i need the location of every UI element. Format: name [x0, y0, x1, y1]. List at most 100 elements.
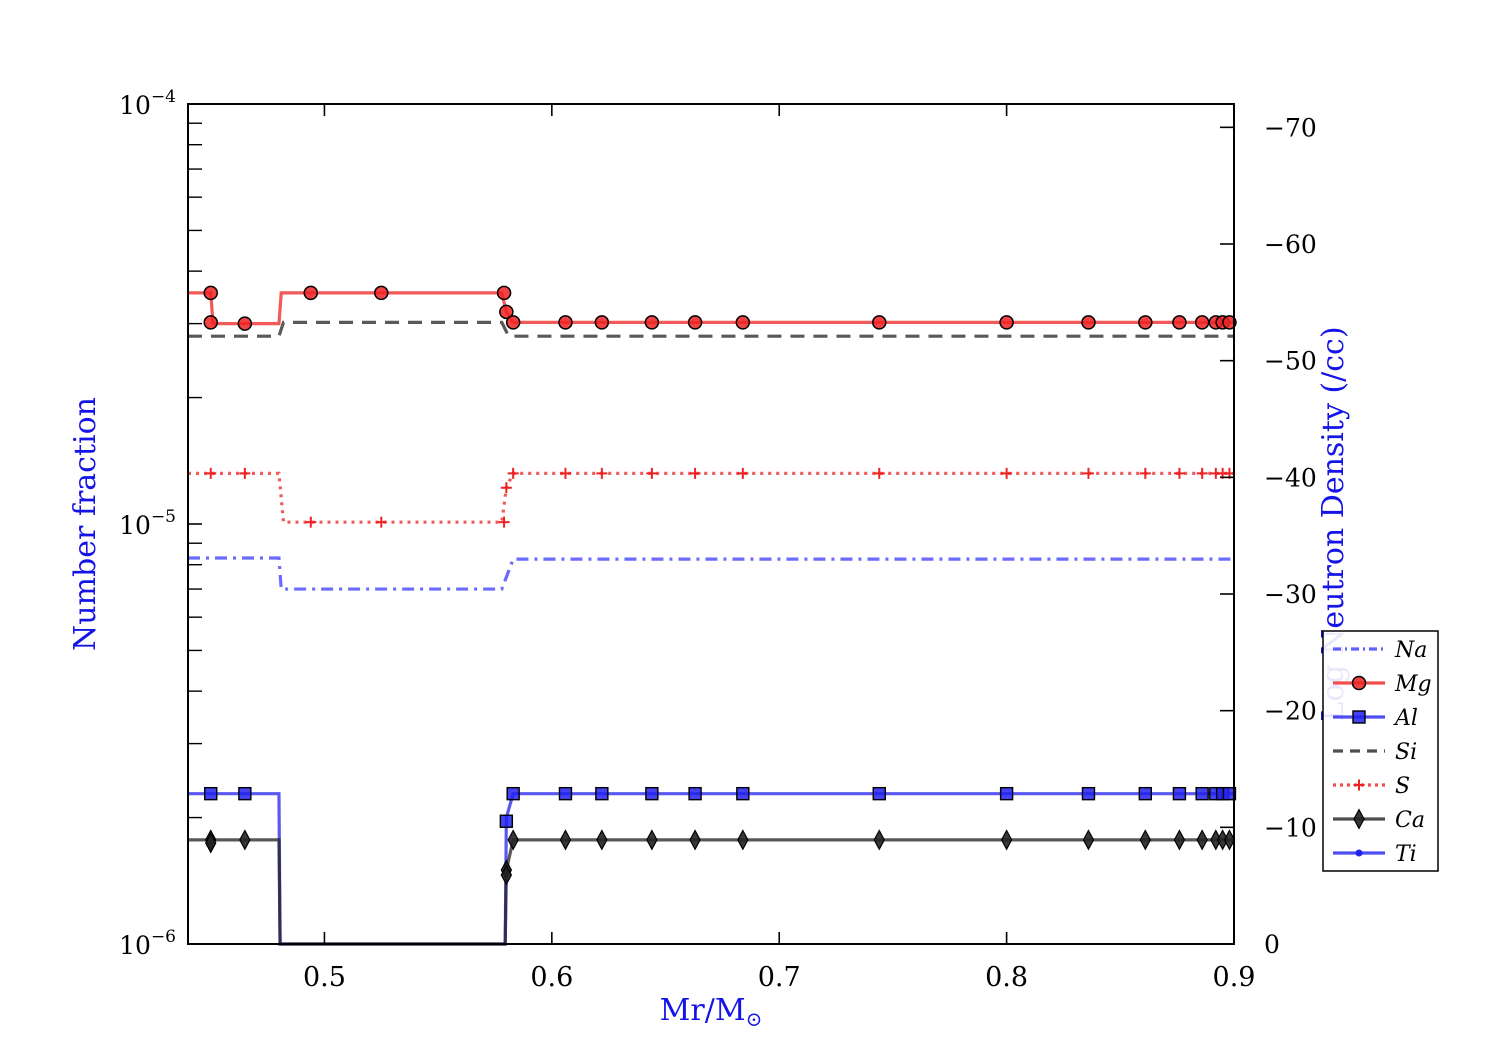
marker-plus	[305, 516, 317, 528]
marker-diamond	[596, 829, 608, 851]
y-tick-exponent: −4	[151, 87, 176, 107]
y2-tick-label: −60	[1264, 230, 1317, 259]
y-tick-label: 10−4	[119, 87, 176, 120]
marker-square	[499, 814, 514, 828]
marker-square	[1138, 786, 1153, 801]
legend-label: Ti	[1395, 842, 1417, 867]
marker-circle	[237, 316, 253, 331]
x-tick-label: 0.7	[758, 962, 801, 993]
marker-plus	[1001, 467, 1013, 479]
marker-diamond	[873, 829, 885, 851]
y-tick-label: 10−6	[119, 927, 176, 960]
y-tick-base: 10	[119, 511, 151, 540]
marker-square	[1195, 786, 1209, 801]
marker-plus	[500, 482, 512, 494]
marker-plus	[1139, 467, 1151, 479]
marker-plus	[205, 467, 217, 479]
marker-circle	[1194, 315, 1210, 330]
marker-circle	[505, 315, 521, 330]
marker-diamond	[1196, 829, 1208, 851]
marker-diamond	[1353, 808, 1365, 830]
marker-plus	[498, 516, 510, 528]
y2-tick-label: −10	[1264, 813, 1317, 842]
marker-square	[1172, 786, 1187, 801]
marker-circle	[203, 285, 218, 301]
marker-square	[1222, 786, 1237, 801]
legend-label: S	[1395, 774, 1410, 799]
legend-label: Al	[1393, 706, 1418, 731]
marker-diamond	[205, 832, 217, 854]
marker-circle	[499, 304, 514, 320]
series-line-al	[188, 792, 1234, 946]
series-line-na	[188, 556, 1234, 591]
legend-label: Si	[1395, 740, 1417, 765]
y2-tick-label: −30	[1264, 580, 1317, 609]
series-line-si	[188, 320, 1234, 338]
marker-square	[1352, 710, 1366, 724]
marker-circle	[203, 315, 218, 330]
marker-plus	[239, 467, 251, 479]
x-axis-label: Mr/M⊙	[660, 993, 763, 1031]
marker-circle	[999, 315, 1014, 330]
marker-circle	[496, 285, 512, 301]
marker-square	[558, 786, 573, 801]
marker-plus	[1173, 467, 1185, 479]
y-tick-exponent: −6	[151, 927, 176, 947]
marker-diamond	[689, 829, 701, 851]
marker-circle	[1081, 315, 1096, 330]
y-axis-label: Number fraction	[68, 397, 103, 651]
marker-diamond	[737, 829, 749, 851]
legend-label: Mg	[1394, 672, 1432, 697]
marker-circle	[1138, 315, 1153, 330]
y2-tick-label: −50	[1264, 347, 1317, 376]
marker-square	[204, 786, 218, 801]
y2-tick-label: 0	[1264, 930, 1280, 959]
y-tick-base: 10	[119, 931, 151, 960]
marker-plus	[1082, 467, 1094, 479]
y2-tick-label: −20	[1264, 697, 1317, 726]
marker-diamond	[1223, 829, 1236, 851]
y2-tick-label: −70	[1264, 113, 1317, 142]
y-tick-label: 10−5	[119, 507, 176, 540]
x-tick-label: 0.8	[985, 962, 1028, 993]
marker-square	[238, 786, 252, 801]
marker-circle	[1172, 315, 1187, 330]
series-layer	[188, 291, 1234, 946]
marker-diamond	[559, 829, 572, 851]
marker-square	[688, 786, 702, 801]
markers-layer	[203, 285, 1237, 886]
series-line-mg	[188, 291, 1234, 326]
marker-diamond	[646, 829, 658, 851]
marker-circle	[374, 285, 389, 301]
series-line-ca	[188, 838, 1234, 946]
marker-circle	[872, 315, 887, 330]
marker-diamond	[1082, 829, 1095, 851]
marker-plus	[689, 467, 701, 479]
marker-plus	[737, 467, 749, 479]
marker-circle	[1351, 675, 1367, 691]
series-line-s	[188, 471, 1234, 524]
marker-square	[506, 786, 520, 801]
plot-frame	[187, 103, 1235, 945]
marker-diamond	[1173, 829, 1186, 851]
marker-diamond	[239, 829, 251, 851]
marker-circle	[558, 315, 573, 330]
marker-plus	[559, 467, 571, 479]
marker-circle	[303, 285, 319, 301]
marker-circle	[1222, 315, 1237, 330]
axes-layer: 0.5 0.6 0.7 0.8 0.910−610−510−40−10−20−30−40…	[119, 87, 1317, 993]
marker-plus	[507, 467, 519, 479]
marker-diamond	[1139, 829, 1152, 851]
marker-plus	[873, 467, 885, 479]
marker-plus	[1196, 467, 1208, 479]
marker-square	[999, 786, 1014, 801]
legend-label: Ca	[1395, 808, 1425, 833]
marker-dot	[1355, 849, 1363, 857]
sun-symbol: ⊙	[746, 1007, 763, 1031]
y-tick-exponent: −5	[151, 507, 176, 527]
marker-square	[595, 786, 609, 801]
marker-circle	[594, 315, 610, 330]
y2-tick-label: −40	[1264, 463, 1317, 492]
